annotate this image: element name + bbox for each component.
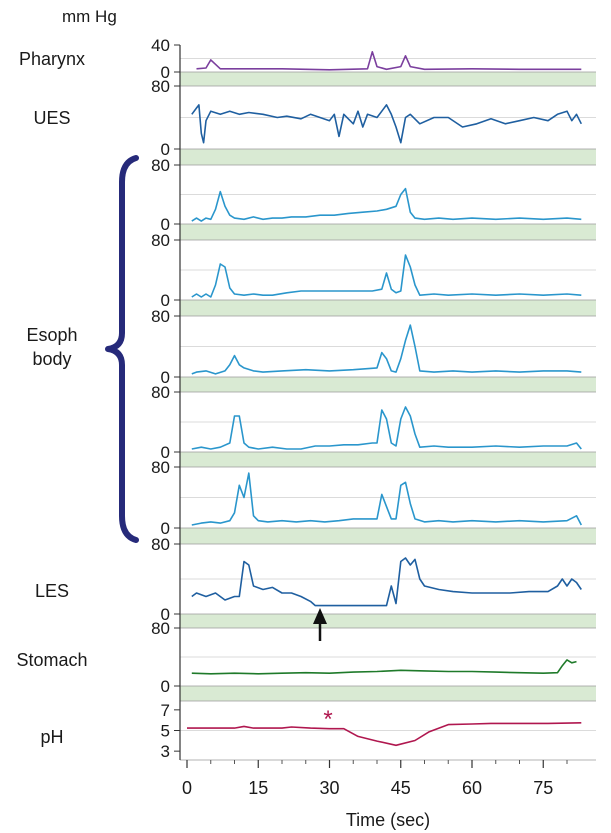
separator-band [180,614,596,628]
panel-label-ues: UES [33,108,70,128]
y-tick-label: 40 [151,36,170,55]
y-tick-label: 0 [161,605,170,624]
trace-esoph4 [191,406,582,450]
panel-layer [180,58,596,761]
trace-esoph5 [191,472,583,526]
panel-label-les: LES [35,581,69,601]
trace-esoph2 [191,254,582,298]
panel-label-stomach: Stomach [16,650,87,670]
separator-band [180,149,596,165]
y-tick-label: 80 [151,619,170,638]
separator-band [180,300,596,316]
trace-esoph1 [191,187,582,222]
y-tick-label: 80 [151,458,170,477]
y-tick-label: 0 [161,368,170,387]
y-tick-label: 0 [161,519,170,538]
trace-ph [187,722,582,747]
separator-band [180,72,596,86]
x-tick-label: 0 [182,778,192,798]
y-tick-label: 0 [161,291,170,310]
trace-ues [191,104,583,144]
separator-band [180,224,596,240]
x-tick-label: 30 [319,778,339,798]
unit-label: mm Hg [62,7,117,26]
y-tick-label: 5 [161,722,170,741]
separator-band [180,528,596,544]
y-tick-label: 80 [151,156,170,175]
panel-label-pharynx: Pharynx [19,49,85,69]
les-arrow-head [313,608,327,624]
y-tick-label: 0 [161,677,170,696]
y-tick-label: 7 [161,701,170,720]
esoph-body-bracket [105,155,139,543]
x-tick-label: 75 [533,778,553,798]
bracket-label-line1: Esoph [26,325,77,345]
y-tick-label: 80 [151,535,170,554]
y-tick-label: 80 [151,231,170,250]
trace-layer [187,51,583,747]
bracket-label-line2: body [32,349,71,369]
y-tick-label: 0 [161,140,170,159]
y-tick-label: 80 [151,383,170,402]
x-tick-label: 60 [462,778,482,798]
separator-band [180,377,596,392]
ph-asterisk: * [323,706,332,733]
trace-les [191,557,582,607]
x-axis-title: Time (sec) [346,810,430,830]
trace-pharynx [196,51,582,71]
separator-band [180,452,596,467]
x-tick-label: 15 [248,778,268,798]
label-layer: mm Hg Time (sec) Esoph body [26,7,430,830]
y-tick-label: 80 [151,307,170,326]
x-tick-label: 45 [391,778,411,798]
axis-layer: 400Pharynx800UES800800800800800800LES800… [16,36,568,798]
trace-stomach [191,659,577,675]
separator-band [180,686,596,701]
panel-label-ph: pH [40,727,63,747]
y-tick-label: 0 [161,63,170,82]
y-tick-label: 80 [151,77,170,96]
trace-esoph3 [191,324,582,375]
y-tick-label: 0 [161,215,170,234]
y-tick-label: 3 [161,742,170,761]
y-tick-label: 0 [161,443,170,462]
